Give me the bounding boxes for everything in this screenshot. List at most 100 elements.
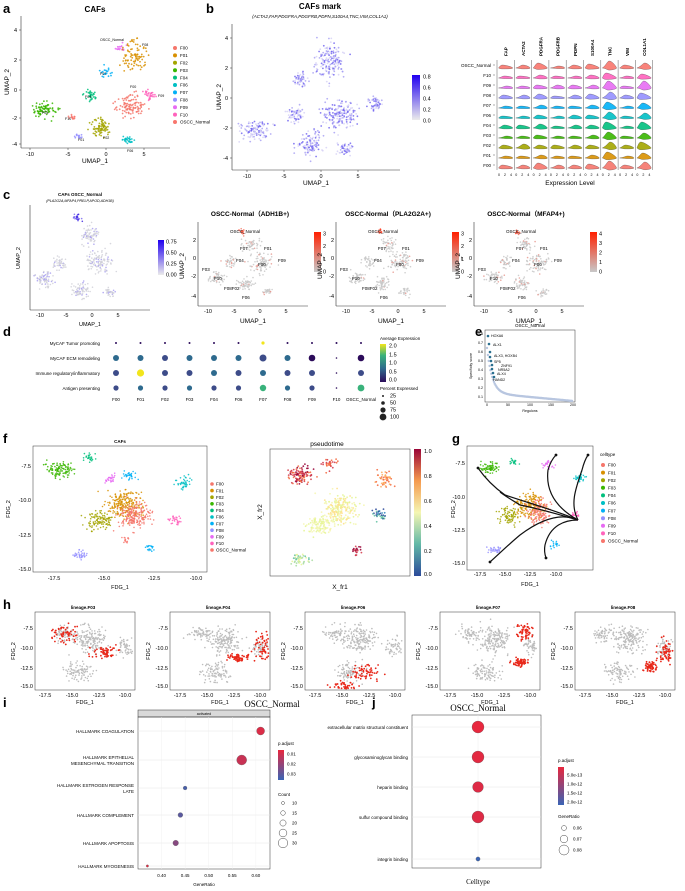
cell-point bbox=[295, 564, 298, 567]
cell-point bbox=[103, 63, 105, 66]
violin-shape bbox=[636, 132, 652, 140]
cell-point bbox=[359, 548, 362, 551]
cell-point bbox=[78, 288, 81, 290]
cell-point bbox=[143, 521, 145, 523]
cell-point bbox=[309, 521, 312, 524]
cell-point bbox=[150, 92, 153, 95]
violin-tick: 0 bbox=[619, 173, 621, 177]
cell-point bbox=[487, 471, 489, 474]
cell-point bbox=[80, 287, 83, 290]
cell-point bbox=[82, 549, 84, 551]
cell-point bbox=[297, 108, 300, 111]
cluster-label: OSCC_Normal bbox=[506, 229, 536, 234]
cell-point bbox=[330, 37, 333, 40]
cell-point bbox=[87, 91, 90, 94]
cell-point bbox=[409, 265, 412, 268]
cell-point bbox=[103, 73, 105, 76]
cell-point bbox=[130, 474, 132, 477]
cell-point bbox=[39, 275, 41, 278]
cell-point bbox=[547, 289, 550, 292]
cell-point bbox=[121, 514, 124, 517]
regulon-label: ALX1 bbox=[493, 343, 502, 347]
cell-point bbox=[261, 257, 264, 259]
dotplot-dot bbox=[357, 384, 365, 392]
cell-point bbox=[250, 127, 253, 130]
cell-point bbox=[313, 148, 316, 151]
cell-point bbox=[325, 108, 327, 111]
cell-point bbox=[354, 523, 357, 526]
cluster-label: F09 bbox=[416, 258, 424, 263]
colorbar-tick: 3 bbox=[599, 241, 602, 247]
cell-point bbox=[537, 268, 540, 270]
cell-point bbox=[243, 281, 245, 284]
cell-point bbox=[302, 78, 305, 80]
cell-point bbox=[121, 105, 124, 108]
cell-point bbox=[325, 114, 327, 116]
cell-point bbox=[139, 64, 142, 67]
cell-point bbox=[125, 111, 128, 114]
cell-point bbox=[115, 512, 117, 515]
cell-point bbox=[310, 473, 313, 476]
cell-point bbox=[526, 249, 528, 251]
cell-point bbox=[353, 119, 356, 121]
cell-point bbox=[340, 518, 342, 521]
cell-point bbox=[369, 101, 371, 104]
cell-point bbox=[401, 252, 404, 254]
panel-f-legend: F00F01F02F03F04F06F07F08F09F10OSCC_Norma… bbox=[210, 482, 246, 553]
cell-point bbox=[486, 468, 489, 470]
cell-point bbox=[136, 521, 139, 523]
cell-point bbox=[32, 108, 35, 111]
cell-point bbox=[67, 474, 70, 476]
cell-point bbox=[322, 134, 325, 137]
cluster-label: F10 bbox=[352, 276, 360, 281]
panel-b-subtitle: (ACTA2,FAP,PDGFRA,PDGFRB,PDPN,S100A4,TNC… bbox=[252, 14, 388, 19]
tick-label: -12.5 bbox=[18, 533, 31, 539]
violin-shape bbox=[584, 93, 600, 100]
cell-point bbox=[249, 254, 252, 257]
cell-point bbox=[512, 503, 515, 506]
cell-point bbox=[258, 253, 260, 256]
cell-point bbox=[87, 242, 89, 244]
cell-point bbox=[103, 514, 106, 517]
cell-point bbox=[407, 262, 409, 265]
cell-point bbox=[325, 515, 328, 518]
cell-point bbox=[148, 92, 150, 94]
violin-shape bbox=[532, 134, 548, 140]
cell-point bbox=[139, 101, 142, 104]
cell-point bbox=[378, 284, 380, 287]
cell-point bbox=[97, 117, 100, 119]
cell-point bbox=[294, 81, 296, 84]
cell-point bbox=[516, 511, 518, 513]
violin-shape bbox=[498, 144, 513, 150]
cell-point bbox=[93, 252, 96, 254]
cell-point bbox=[129, 519, 131, 522]
cell-point bbox=[340, 507, 342, 510]
cell-point bbox=[259, 252, 261, 254]
cell-point bbox=[375, 514, 378, 516]
cell-point bbox=[329, 113, 331, 116]
dotplot-dot bbox=[358, 370, 364, 376]
cell-point bbox=[385, 281, 388, 284]
cell-point bbox=[263, 260, 266, 263]
cell-point bbox=[115, 496, 117, 499]
cell-point bbox=[106, 288, 109, 291]
cell-point bbox=[387, 239, 389, 242]
cell-point bbox=[522, 277, 525, 280]
colorbar-tick: 0.0 bbox=[423, 119, 431, 125]
violin-tick: 0 bbox=[585, 173, 587, 177]
cell-point bbox=[335, 48, 338, 51]
cell-point bbox=[135, 57, 138, 60]
cell-point bbox=[322, 59, 324, 61]
cell-point bbox=[320, 511, 323, 513]
cell-point bbox=[254, 261, 256, 263]
cell-point bbox=[333, 515, 336, 518]
cell-point bbox=[405, 257, 407, 260]
cell-point bbox=[349, 147, 351, 150]
cell-point bbox=[91, 266, 94, 268]
cell-point bbox=[229, 254, 231, 257]
violin-shape bbox=[619, 155, 635, 159]
cell-point bbox=[356, 103, 358, 106]
regulon-top-point bbox=[491, 371, 495, 375]
violin-shape bbox=[532, 62, 548, 70]
cell-point bbox=[495, 271, 498, 274]
